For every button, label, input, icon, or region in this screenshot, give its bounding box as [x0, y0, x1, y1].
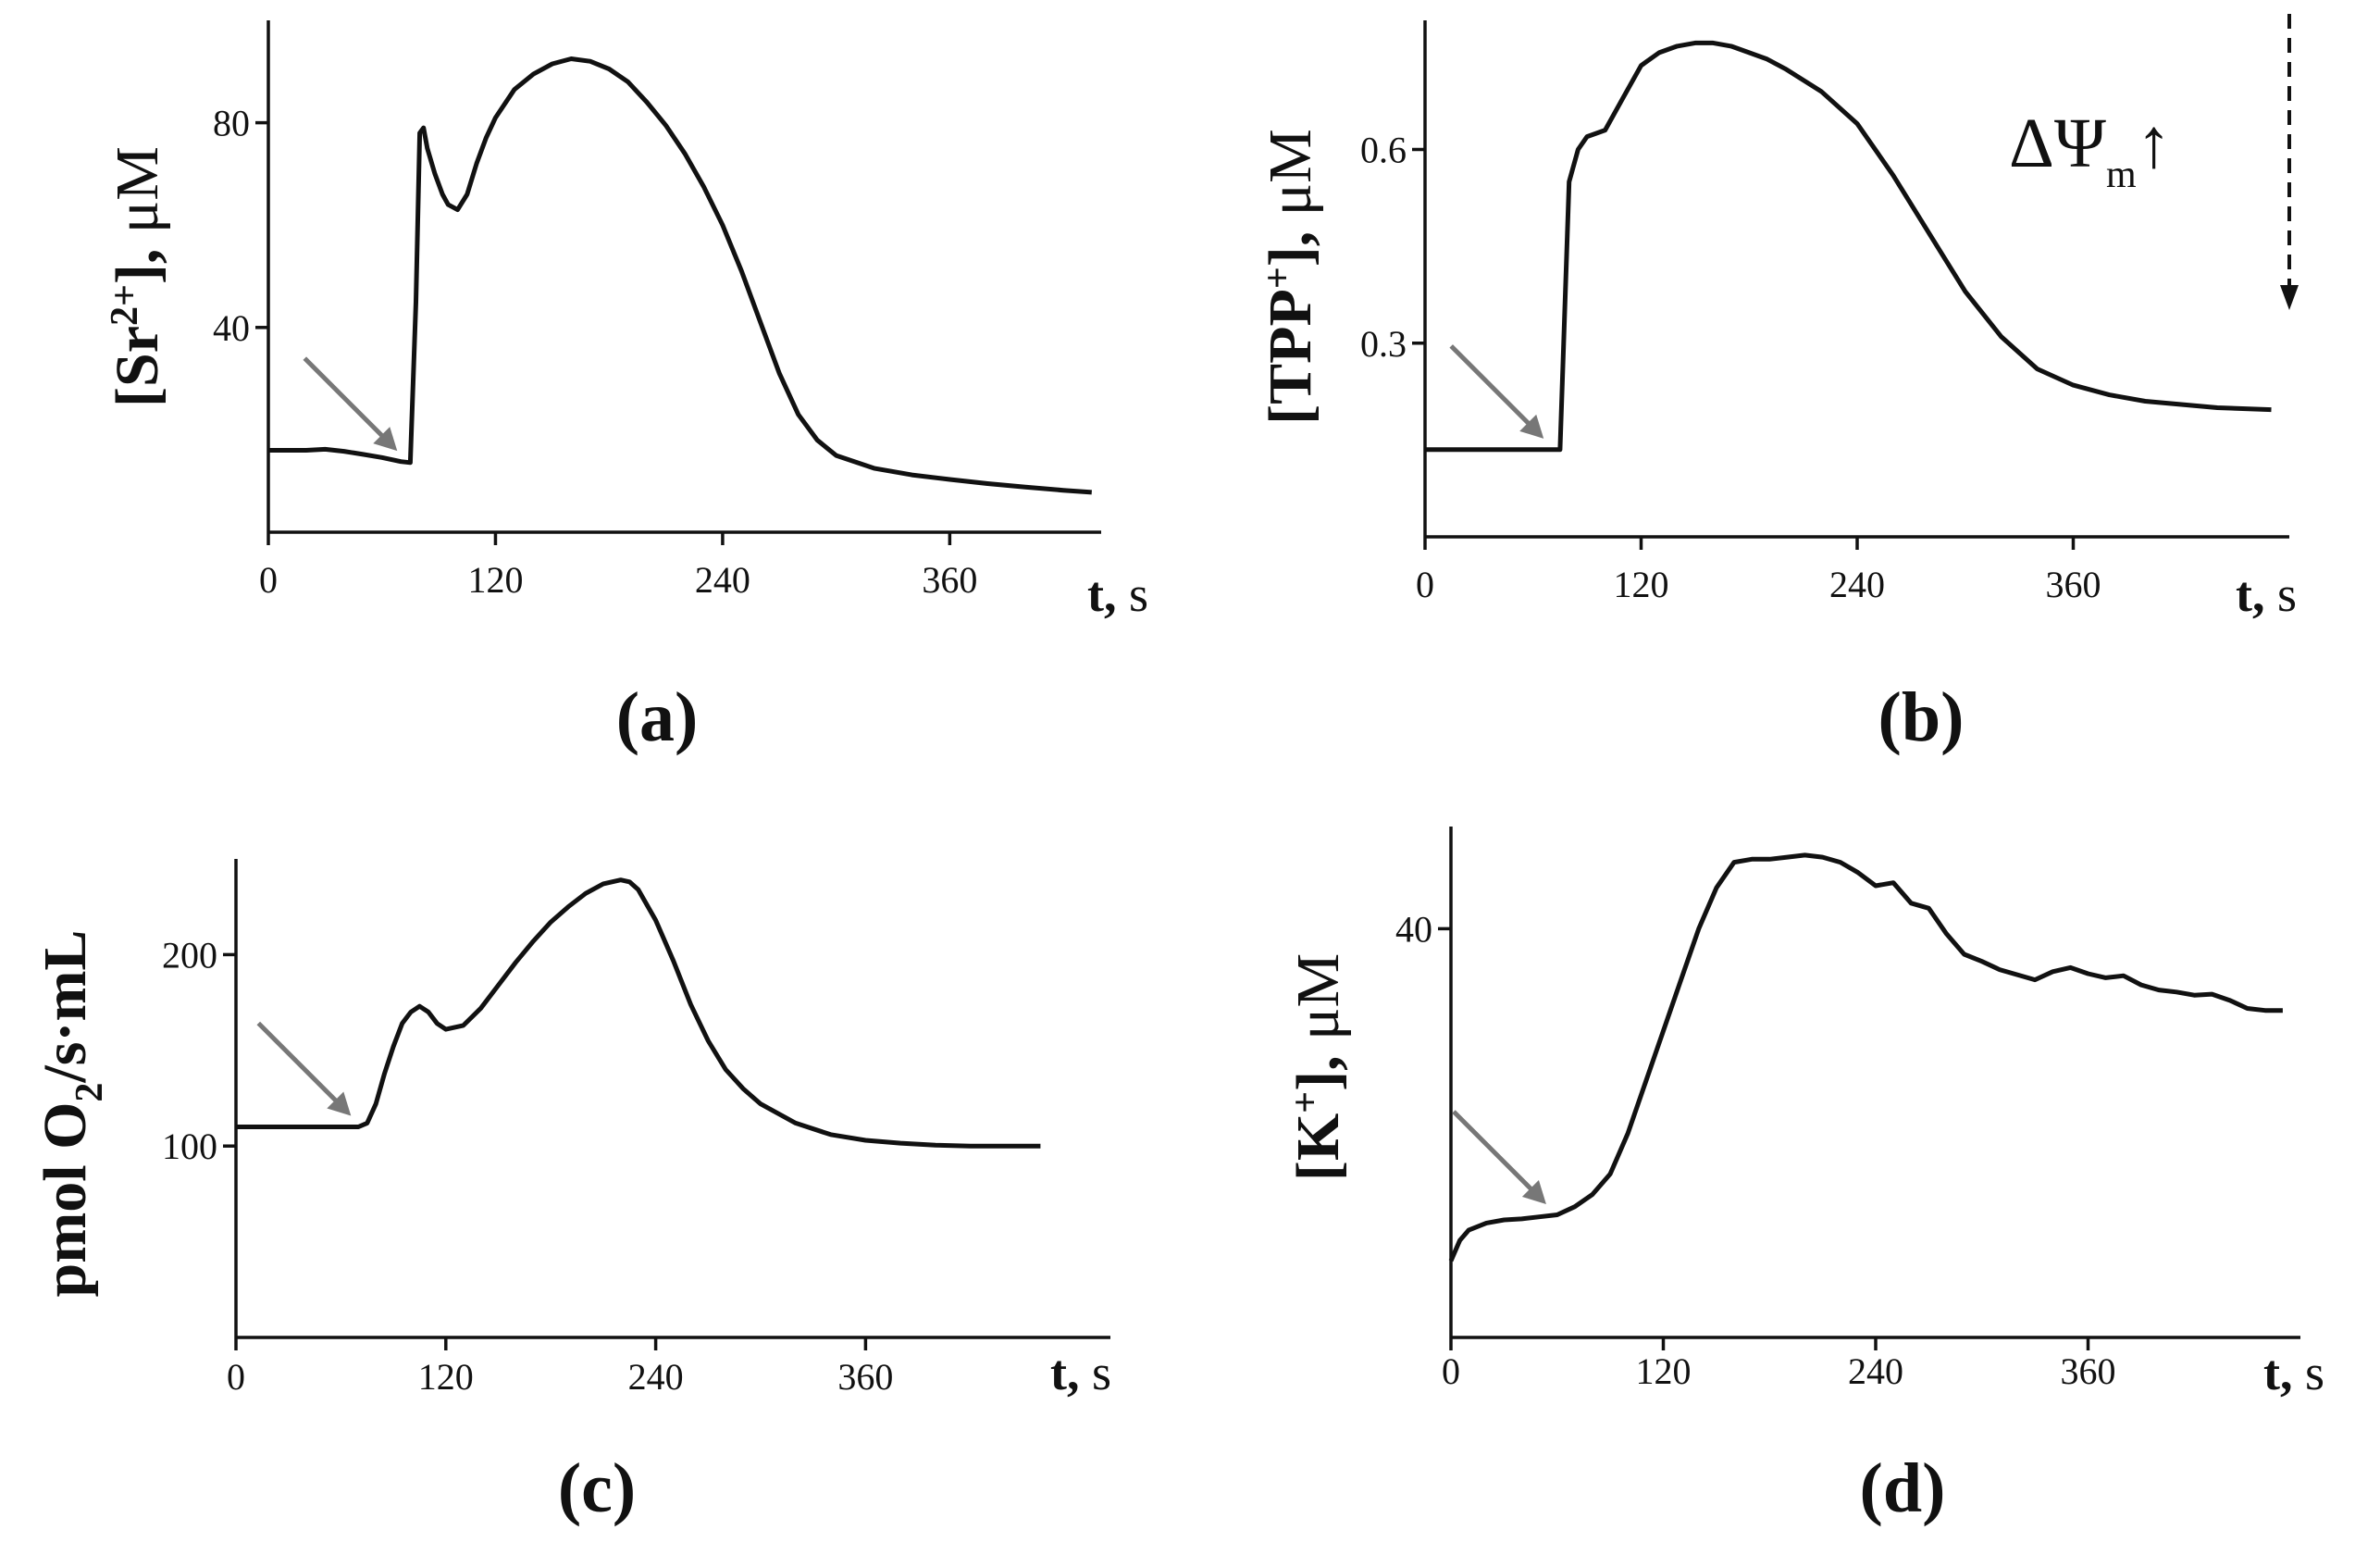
dashed-down-arrow-icon: [2280, 14, 2299, 310]
x-axis-label: t, s: [2236, 566, 2297, 622]
panel-d: 0 120 240 360 40 [K+], μM t, s (d): [1190, 771, 2380, 1542]
x-tick-label: 360: [2046, 564, 2101, 605]
y-axis-label: [K+], μM: [1284, 953, 1352, 1181]
panel-c: 0 120 240 360 100 200 pmol O2/s·mL t, s (c): [0, 771, 1190, 1542]
chart-b: 0 120 240 360 0.3 0.6 [TPP+], μM t, s ΔΨm↑ (…: [1257, 14, 2299, 756]
y-tick-label: 80: [213, 103, 250, 144]
y-tick-label: 0.6: [1360, 130, 1407, 171]
y-tick-label: 200: [162, 934, 217, 976]
panel-label: (c): [558, 1449, 636, 1527]
panel-label: (b): [1878, 678, 1965, 756]
x-tick-label: 120: [467, 559, 523, 601]
x-tick-label: 240: [1829, 564, 1885, 605]
x-axis-label: t, s: [2263, 1345, 2324, 1400]
x-tick-label: 120: [1614, 564, 1669, 605]
markers: [256, 1021, 352, 1116]
y-ticks: 100 200: [162, 934, 236, 1167]
x-tick-label: 120: [418, 1356, 474, 1398]
x-tick-label: 360: [922, 559, 977, 601]
markers: [1452, 1110, 1546, 1204]
panel-b: 0 120 240 360 0.3 0.6 [TPP+], μM t, s ΔΨm↑ (…: [1190, 0, 2380, 771]
x-axis-label: t, s: [1087, 566, 1148, 622]
data-series-line: [1425, 40, 2272, 453]
x-tick-label: 360: [837, 1356, 893, 1398]
y-ticks: 40: [1395, 908, 1451, 950]
x-tick-label: 0: [259, 559, 278, 601]
gray-arrow-icon: [256, 1021, 352, 1116]
chart-a: 0 120 240 360 40 80 [Sr2+], μM t, s (a): [104, 20, 1148, 756]
x-tick-label: 0: [227, 1356, 245, 1398]
x-tick-label: 240: [628, 1356, 684, 1398]
x-ticks: 0 120 240 360: [1442, 1337, 2116, 1392]
x-ticks: 0 120 240 360: [259, 532, 977, 601]
y-tick-label: 40: [1395, 908, 1432, 950]
gray-arrow-icon: [303, 356, 398, 452]
data-series-line: [1448, 852, 2283, 1262]
panel-label: (a): [616, 678, 699, 756]
x-tick-label: 240: [1848, 1350, 1903, 1392]
x-axis-label: t, s: [1050, 1345, 1111, 1400]
y-ticks: 0.3 0.6: [1360, 130, 1425, 365]
delta-psi-annotation: ΔΨm↑: [2009, 105, 2172, 196]
panel-label: (d): [1860, 1449, 1946, 1527]
x-tick-label: 240: [695, 559, 750, 601]
y-ticks: 40 80: [213, 103, 268, 349]
chart-c: 0 120 240 360 100 200 pmol O2/s·mL t, s (c): [31, 859, 1111, 1527]
x-tick-label: 360: [2061, 1350, 2116, 1392]
x-tick-label: 0: [1442, 1350, 1460, 1392]
y-axis-label: [Sr2+], μM: [104, 146, 171, 407]
x-ticks: 0 120 240 360: [227, 1337, 893, 1398]
y-axis-label: pmol O2/s·mL: [31, 930, 111, 1298]
markers: [303, 356, 398, 452]
x-tick-label: 0: [1416, 564, 1434, 605]
data-series-line: [268, 56, 1092, 495]
chart-d: 0 120 240 360 40 [K+], μM t, s (d): [1284, 827, 2324, 1527]
x-ticks: 0 120 240 360: [1416, 537, 2101, 605]
gray-arrow-icon: [1449, 344, 1544, 439]
x-tick-label: 120: [1636, 1350, 1692, 1392]
data-series-line: [236, 877, 1041, 1149]
y-axis-label: [TPP+], μM: [1257, 129, 1324, 425]
panel-a: 0 120 240 360 40 80 [Sr2+], μM t, s (a): [0, 0, 1190, 771]
markers: [1449, 344, 1544, 439]
gray-arrow-icon: [1452, 1110, 1546, 1204]
y-tick-label: 100: [162, 1125, 217, 1167]
y-tick-label: 0.3: [1360, 323, 1407, 365]
y-tick-label: 40: [213, 307, 250, 349]
